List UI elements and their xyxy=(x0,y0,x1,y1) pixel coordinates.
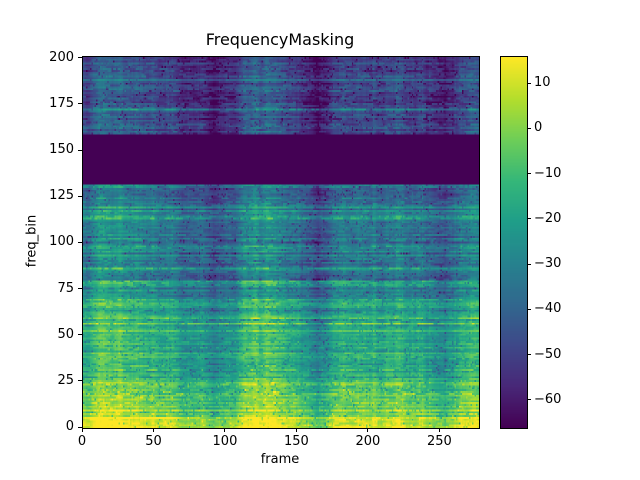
colorbar-tick-label: −30 xyxy=(534,256,562,272)
spectrogram-heatmap xyxy=(83,57,479,428)
colorbar-tick-label: 10 xyxy=(534,75,551,91)
x-tick-mark xyxy=(295,428,297,432)
colorbar-tick-label: 0 xyxy=(534,120,543,136)
x-tick-mark xyxy=(224,428,226,432)
chart-title: FrequencyMasking xyxy=(205,30,355,49)
colorbar-tick-label: −10 xyxy=(534,165,562,181)
colorbar-tick-mark xyxy=(527,127,531,129)
y-tick-mark xyxy=(78,57,82,59)
colorbar-tick-mark xyxy=(527,354,531,356)
y-tick-mark xyxy=(78,288,82,290)
y-tick-label: 25 xyxy=(57,372,74,388)
y-tick-mark xyxy=(78,103,82,105)
colorbar-tick-label: −60 xyxy=(534,391,562,407)
y-tick-mark xyxy=(78,426,82,428)
y-tick-label: 0 xyxy=(65,419,74,434)
y-tick-label: 150 xyxy=(49,142,74,158)
x-tick-label: 0 xyxy=(77,434,87,449)
x-tick-mark xyxy=(152,428,154,432)
colorbar-tick-label: −40 xyxy=(534,301,562,317)
y-tick-mark xyxy=(78,195,82,197)
x-tick-label: 100 xyxy=(212,434,238,449)
x-axis-label: frame xyxy=(260,452,300,467)
colorbar xyxy=(500,56,528,429)
y-tick-label: 75 xyxy=(57,280,74,296)
colorbar-tick-label: −50 xyxy=(534,346,562,362)
y-tick-label: 50 xyxy=(57,326,74,342)
colorbar-tick-mark xyxy=(527,263,531,265)
y-tick-mark xyxy=(78,334,82,336)
x-tick-label: 50 xyxy=(145,434,162,449)
y-tick-label: 175 xyxy=(49,95,74,111)
x-tick-mark xyxy=(81,428,83,432)
colorbar-tick-mark xyxy=(527,399,531,401)
y-tick-mark xyxy=(78,241,82,243)
colorbar-tick-label: −20 xyxy=(534,210,562,226)
x-tick-mark xyxy=(438,428,440,432)
y-tick-label: 200 xyxy=(49,49,74,65)
y-tick-label: 125 xyxy=(49,188,74,204)
plot-area xyxy=(82,56,480,429)
colorbar-tick-mark xyxy=(527,308,531,310)
colorbar-tick-mark xyxy=(527,218,531,220)
x-tick-label: 200 xyxy=(355,434,381,449)
x-tick-mark xyxy=(367,428,369,432)
x-tick-label: 150 xyxy=(284,434,309,449)
y-tick-label: 100 xyxy=(49,234,74,250)
colorbar-tick-mark xyxy=(527,82,531,84)
x-tick-label: 250 xyxy=(426,434,452,449)
y-tick-mark xyxy=(78,149,82,151)
colorbar-tick-mark xyxy=(527,173,531,175)
colorbar-gradient xyxy=(501,57,527,428)
y-tick-mark xyxy=(78,380,82,382)
